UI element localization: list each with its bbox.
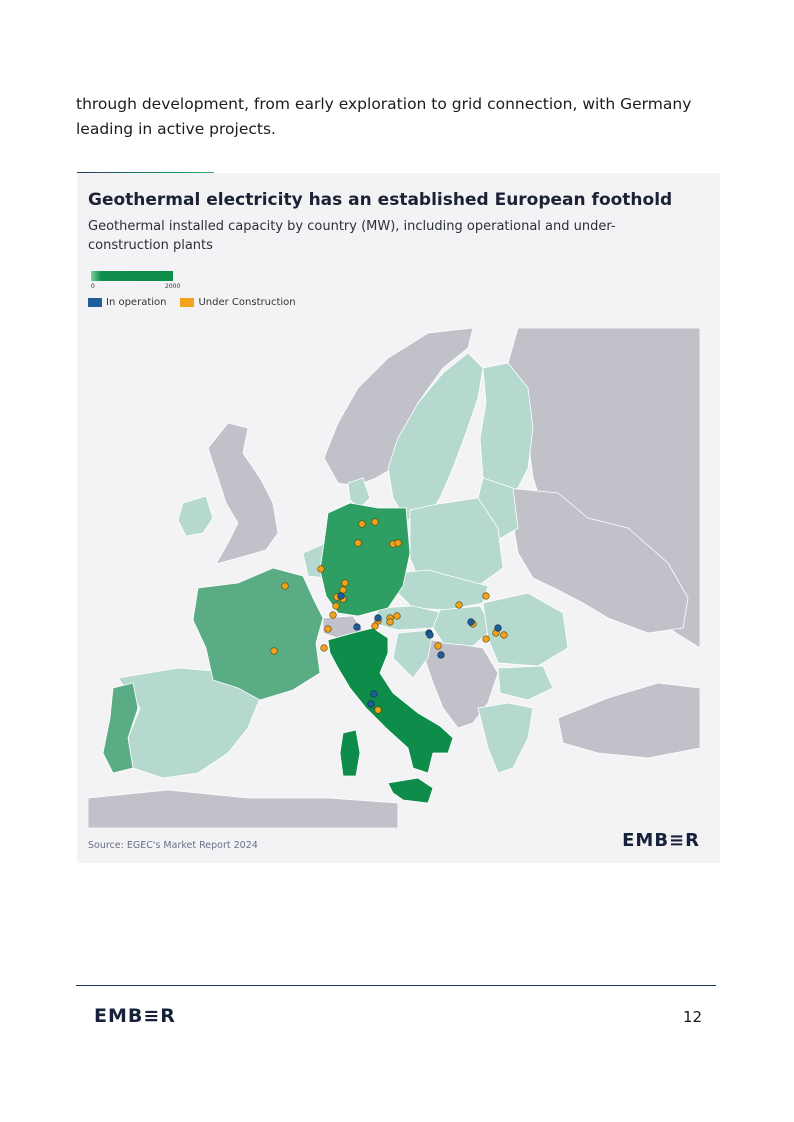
uc-marker	[332, 602, 340, 610]
op-marker	[494, 624, 502, 632]
scale-max-label: 2000	[165, 283, 181, 290]
region-portugal	[102, 682, 139, 774]
op-marker	[370, 690, 378, 698]
uc-marker	[354, 539, 362, 547]
chart-card: Geothermal electricity has an establishe…	[77, 173, 720, 863]
region-finland	[479, 362, 534, 494]
uc-marker	[455, 601, 463, 609]
ember-logo-footer: EMB≡R	[94, 1005, 176, 1027]
region-italy	[327, 627, 454, 774]
region-turkey	[557, 682, 700, 759]
capacity-color-scale	[91, 271, 173, 281]
uc-marker	[324, 625, 332, 633]
region-denmark	[347, 477, 371, 509]
uc-marker	[358, 520, 366, 528]
footer-divider	[76, 985, 716, 986]
legend-label-in-operation: In operation	[106, 297, 167, 308]
region-france	[192, 567, 324, 701]
region-sardinia	[339, 729, 361, 777]
uc-marker	[371, 622, 379, 630]
region-germany	[319, 502, 411, 617]
op-marker	[353, 623, 361, 631]
uc-marker	[317, 565, 325, 573]
uc-marker	[394, 539, 402, 547]
uc-marker	[339, 586, 347, 594]
op-marker	[374, 614, 382, 622]
uc-marker	[270, 647, 278, 655]
uc-marker	[482, 635, 490, 643]
region-bulgaria	[497, 665, 554, 701]
uc-marker	[482, 592, 490, 600]
chart-subtitle: Geothermal installed capacity by country…	[88, 219, 616, 253]
legend: In operation Under Construction	[88, 297, 296, 308]
region-sicily	[387, 777, 434, 804]
region-poland	[409, 497, 504, 591]
scale-min-label: 0	[91, 283, 95, 290]
region-hungary	[432, 605, 494, 647]
uc-marker	[320, 644, 328, 652]
op-marker	[337, 592, 345, 600]
intro-paragraph: through development, from early explorat…	[76, 95, 692, 138]
region-greece	[477, 702, 534, 774]
region-ukraine-belarus	[507, 487, 689, 634]
legend-label-under-construction: Under Construction	[198, 297, 296, 308]
uc-marker	[393, 612, 401, 620]
op-marker	[467, 618, 475, 626]
uc-marker	[386, 618, 394, 626]
op-marker	[437, 651, 445, 659]
uc-marker	[434, 642, 442, 650]
ember-logo-card: EMB≡R	[622, 830, 700, 851]
chart-source: Source: EGEC's Market Report 2024	[88, 840, 258, 851]
uc-marker	[281, 582, 289, 590]
uc-marker	[374, 706, 382, 714]
region-romania	[482, 592, 569, 667]
uc-marker	[500, 631, 508, 639]
op-marker	[426, 631, 434, 639]
region-north-africa	[88, 789, 399, 828]
legend-swatch-in-operation	[88, 298, 102, 307]
page-number: 12	[683, 1008, 703, 1026]
uc-marker	[329, 611, 337, 619]
legend-swatch-under-construction	[180, 298, 195, 307]
uc-marker	[341, 579, 349, 587]
europe-map	[88, 328, 700, 828]
region-austria	[375, 605, 444, 631]
chart-title: Geothermal electricity has an establishe…	[88, 190, 673, 210]
op-marker	[367, 700, 375, 708]
region-uk	[207, 422, 279, 565]
uc-marker	[371, 518, 379, 526]
region-croatia-slovenia	[392, 629, 434, 679]
region-ireland	[177, 495, 214, 537]
